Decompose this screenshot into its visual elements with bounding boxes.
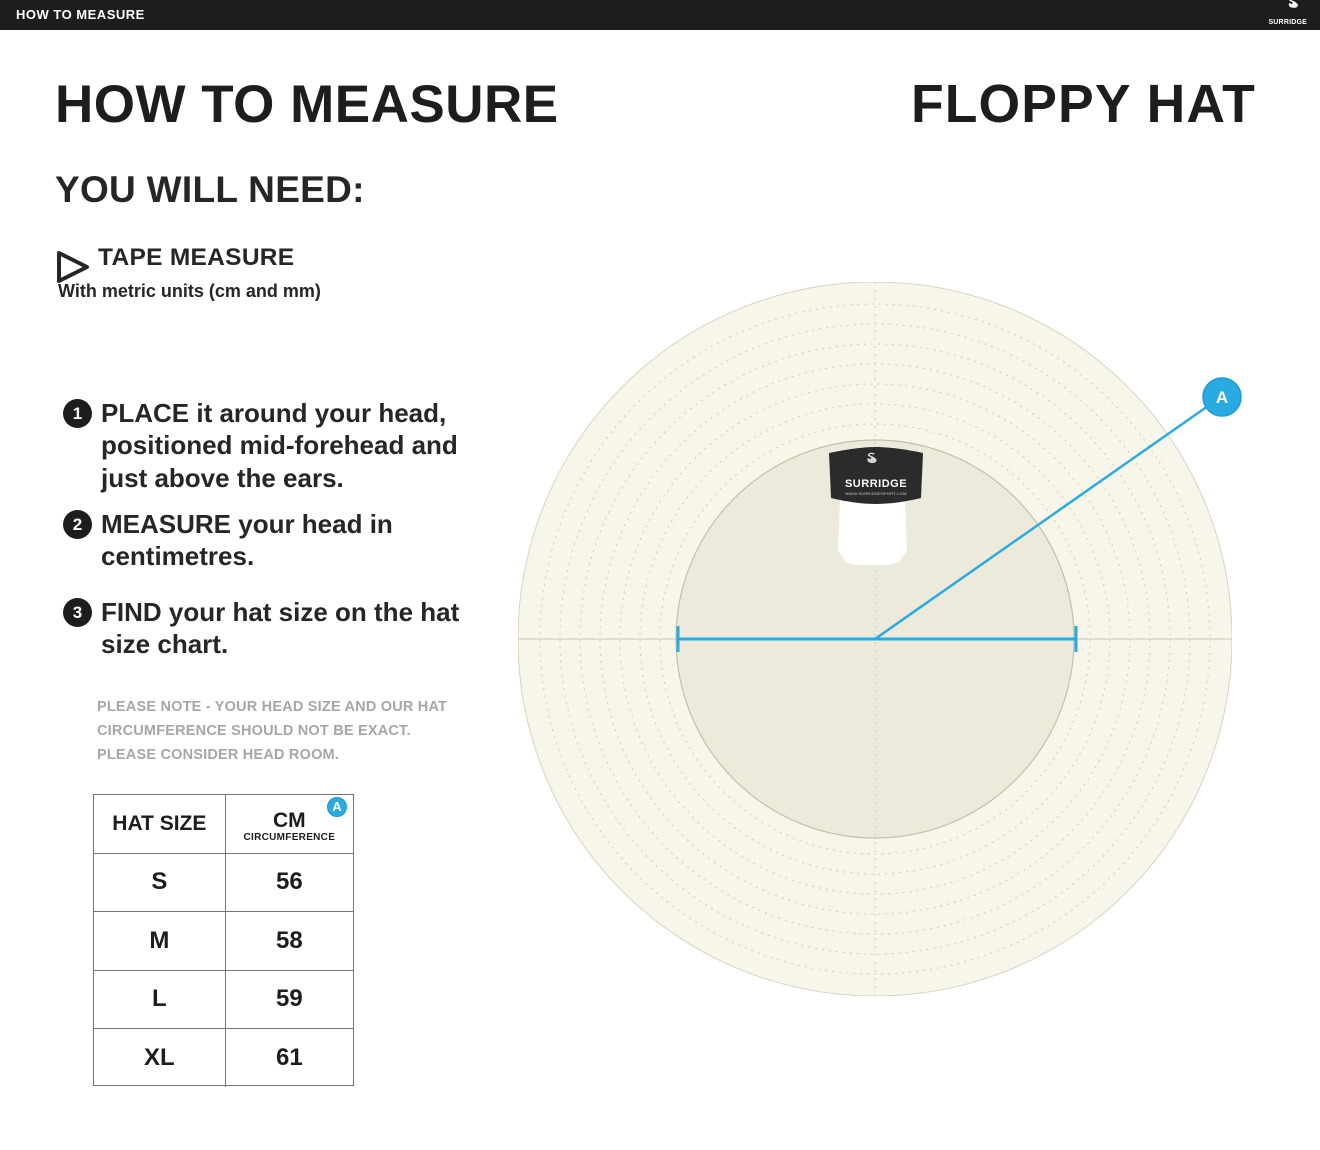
svg-text:SURRIDGE: SURRIDGE (845, 478, 907, 490)
svg-text:WWW.SURRIDGESPORT.COM: WWW.SURRIDGESPORT.COM (845, 491, 906, 496)
